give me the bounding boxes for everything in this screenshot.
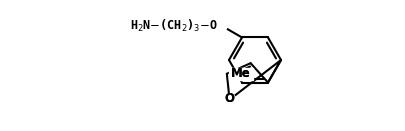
Circle shape — [224, 94, 236, 106]
Text: Me: Me — [231, 67, 251, 80]
Text: O: O — [224, 92, 234, 105]
Text: H$_2$N$-$(CH$_2$)$_3$$-$O: H$_2$N$-$(CH$_2$)$_3$$-$O — [130, 17, 218, 34]
Bar — [229, 68, 253, 80]
Circle shape — [215, 20, 227, 31]
Text: O: O — [224, 92, 234, 105]
Text: Me: Me — [231, 67, 251, 80]
